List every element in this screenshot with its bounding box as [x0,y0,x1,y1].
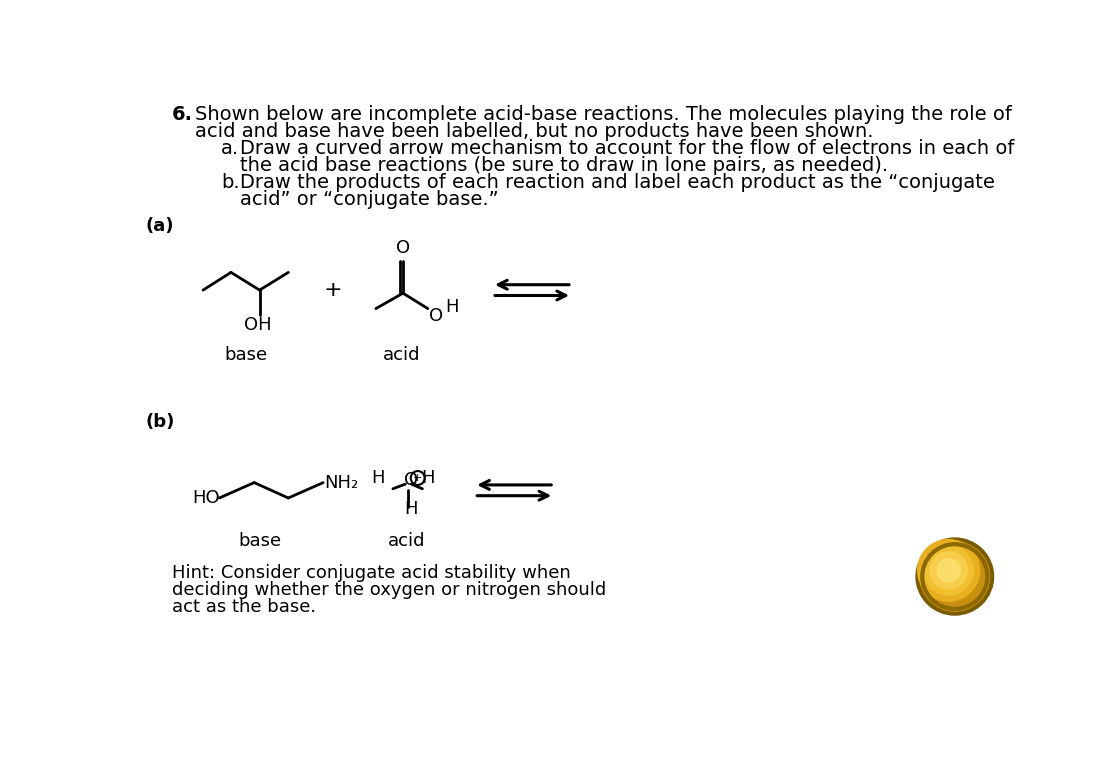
Text: O: O [430,307,443,325]
Circle shape [920,542,990,611]
Text: +: + [413,473,423,483]
Circle shape [924,546,973,595]
Text: base: base [224,345,267,363]
Circle shape [930,552,968,589]
Circle shape [917,539,980,601]
Text: acid” or “conjugate base.”: acid” or “conjugate base.” [240,190,499,209]
Text: a.: a. [221,139,239,158]
Text: b.: b. [221,173,240,192]
Text: Hint: Consider conjugate acid stability when: Hint: Consider conjugate acid stability … [172,564,570,582]
Text: HO: HO [192,489,220,507]
Text: H: H [404,500,417,518]
Text: Draw a curved arrow mechanism to account for the flow of electrons in each of: Draw a curved arrow mechanism to account… [240,139,1014,158]
Text: Shown below are incomplete acid-base reactions. The molecules playing the role o: Shown below are incomplete acid-base rea… [195,105,1012,124]
Text: Draw the products of each reaction and label each product as the “conjugate: Draw the products of each reaction and l… [240,173,995,192]
Text: OH: OH [244,316,272,335]
Text: base: base [238,532,281,550]
Text: O: O [404,470,417,488]
Text: H: H [421,469,434,487]
Text: NH₂: NH₂ [325,474,359,491]
Text: (a): (a) [146,217,174,235]
Text: acid: acid [388,532,425,550]
Text: +: + [324,280,343,300]
Text: 6.: 6. [172,105,193,124]
Text: acid: acid [383,345,421,363]
Text: O: O [396,239,410,257]
Text: acid and base have been labelled, but no products have been shown.: acid and base have been labelled, but no… [195,122,874,141]
Text: H: H [445,298,459,315]
Text: act as the base.: act as the base. [172,598,316,616]
Circle shape [916,538,993,615]
Text: H: H [372,469,385,487]
Circle shape [937,559,960,582]
Text: the acid base reactions (be sure to draw in lone pairs, as needed).: the acid base reactions (be sure to draw… [240,156,888,175]
Text: deciding whether the oxygen or nitrogen should: deciding whether the oxygen or nitrogen … [172,581,606,599]
Text: (b): (b) [146,413,175,431]
